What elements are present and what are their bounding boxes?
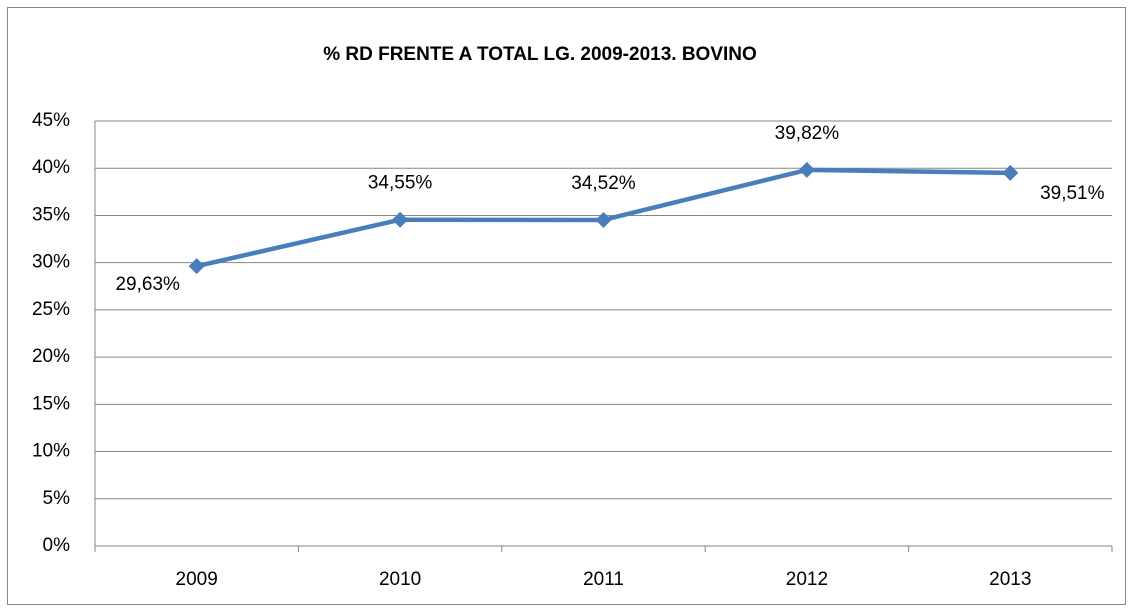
y-tick-label: 20% xyxy=(32,346,70,367)
chart-title: % RD FRENTE A TOTAL LG. 2009-2013. BOVIN… xyxy=(323,44,757,65)
data-point xyxy=(798,161,815,178)
data-point xyxy=(1002,164,1019,181)
data-label: 39,51% xyxy=(1040,183,1105,204)
y-tick-label: 45% xyxy=(32,110,70,131)
x-tick-label: 2013 xyxy=(989,569,1031,590)
y-tick-label: 5% xyxy=(43,488,71,509)
x-tick-label: 2009 xyxy=(176,569,218,590)
y-tick-label: 10% xyxy=(32,441,70,462)
chart-frame xyxy=(7,7,1126,605)
y-tick-label: 0% xyxy=(43,535,71,556)
data-label: 39,82% xyxy=(775,123,840,144)
y-tick-label: 35% xyxy=(32,204,70,225)
y-tick-label: 40% xyxy=(32,157,70,178)
data-point xyxy=(595,211,612,228)
x-tick-label: 2011 xyxy=(583,569,624,590)
x-tick-label: 2012 xyxy=(786,569,828,590)
y-tick-label: 30% xyxy=(32,252,70,273)
data-label: 34,55% xyxy=(368,173,433,194)
data-label: 34,52% xyxy=(571,173,636,194)
y-tick-label: 25% xyxy=(32,299,70,320)
y-tick-label: 15% xyxy=(32,393,70,414)
data-point xyxy=(188,258,205,275)
data-point xyxy=(392,211,409,228)
data-label: 29,63% xyxy=(115,274,180,295)
x-tick-label: 2010 xyxy=(379,569,421,590)
